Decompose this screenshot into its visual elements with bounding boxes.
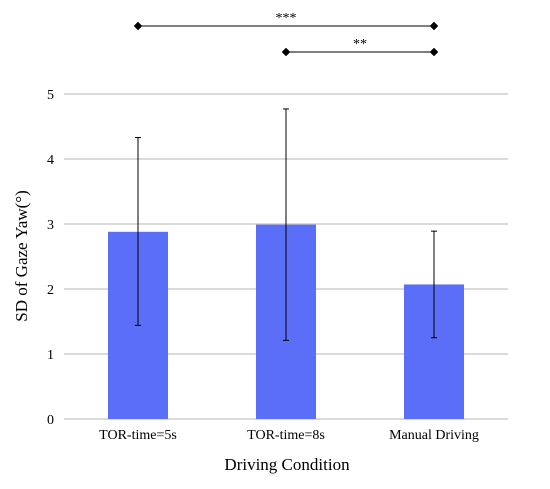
y-tick-label: 0 (47, 413, 54, 428)
significance-marker (429, 47, 439, 57)
significance-label: *** (276, 11, 297, 26)
x-tick-label: TOR-time=8s (247, 428, 325, 443)
y-tick-labels: 0 1 2 3 4 5 (47, 88, 54, 428)
x-tick-label: TOR-time=5s (99, 428, 177, 443)
x-axis-title: Driving Condition (224, 455, 350, 474)
y-tick-label: 4 (47, 153, 54, 168)
y-axis-title: SD of Gaze Yaw(°) (12, 190, 31, 321)
significance-label: ** (353, 37, 367, 52)
y-tick-label: 3 (47, 218, 54, 233)
x-tick-label: Manual Driving (389, 428, 479, 443)
y-tick-label: 2 (47, 283, 54, 298)
y-tick-label: 1 (47, 348, 54, 363)
significance-marker (429, 21, 439, 31)
significance-marker (133, 21, 143, 31)
significance-marker (281, 47, 291, 57)
significance-brackets: ***** (133, 11, 439, 57)
error-bars (135, 108, 437, 341)
y-tick-label: 5 (47, 88, 54, 103)
x-tick-labels: TOR-time=5s TOR-time=8s Manual Driving (99, 428, 479, 443)
